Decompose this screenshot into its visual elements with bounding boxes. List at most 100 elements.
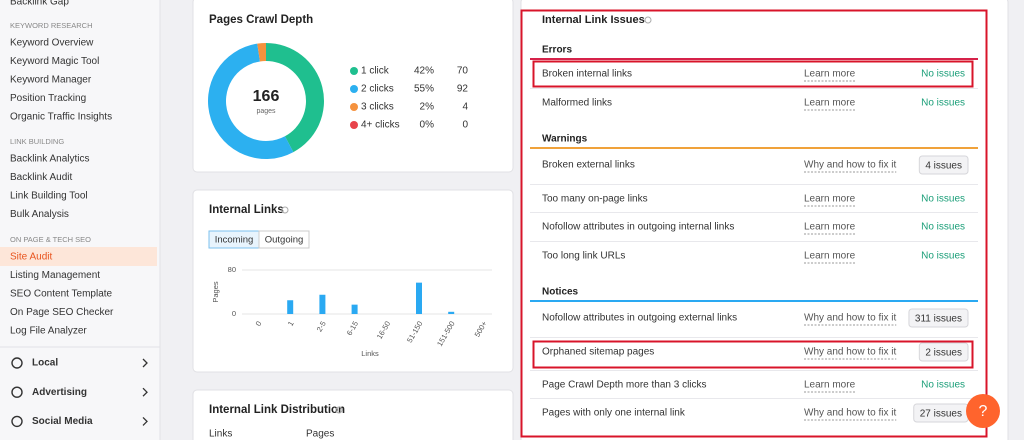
x-axis-label: Links: [361, 349, 379, 358]
legend-percent: 2%: [420, 102, 435, 113]
card: [520, 0, 1009, 440]
issue-name: Pages with only one internal link: [542, 408, 686, 419]
issue-name: Page Crawl Depth more than 3 clicks: [542, 380, 707, 391]
nav-group[interactable]: Advertising: [32, 387, 87, 398]
card-title: Internal Link Distribution: [209, 404, 345, 416]
info-icon: [644, 16, 652, 24]
issue-name: Malformed links: [542, 98, 612, 109]
x-tick-label: 0: [254, 319, 264, 327]
donut-slice: [257, 43, 266, 62]
nav-item[interactable]: Keyword Magic Tool: [10, 56, 99, 67]
group-heading: Errors: [542, 45, 572, 56]
tab-label[interactable]: Incoming: [215, 235, 254, 246]
legend-label: 2 clicks: [361, 84, 394, 95]
y-axis-label: Pages: [211, 281, 220, 303]
issue-link[interactable]: Learn more: [804, 69, 856, 80]
issue-badge[interactable]: [918, 342, 969, 362]
chevron: [142, 358, 148, 368]
nav-icon: [11, 357, 23, 369]
group-heading: Notices: [542, 287, 579, 298]
issue-status: No issues: [921, 98, 965, 109]
tab[interactable]: [258, 230, 310, 249]
nav-group[interactable]: Social Media: [32, 416, 93, 427]
nav-item[interactable]: On Page SEO Checker: [10, 307, 114, 318]
issue-status[interactable]: 2 issues: [925, 348, 962, 359]
nav-item[interactable]: Listing Management: [10, 270, 100, 281]
highlight-box: [520, 9, 988, 438]
issue-status: No issues: [921, 194, 965, 205]
sidebar: [0, 0, 160, 440]
nav-item[interactable]: Site Audit: [10, 252, 52, 263]
issue-link[interactable]: Learn more: [804, 194, 856, 205]
issue-link[interactable]: Learn more: [804, 251, 856, 262]
issue-link[interactable]: Why and how to fix it: [804, 160, 896, 171]
column-header: Pages: [306, 429, 334, 440]
issue-badge[interactable]: [908, 308, 969, 328]
issue-status: No issues: [921, 69, 965, 80]
help-button[interactable]: [966, 394, 1000, 428]
issue-status: No issues: [921, 380, 965, 391]
nav-item[interactable]: SEO Content Template: [10, 289, 113, 300]
issue-link[interactable]: Learn more: [804, 380, 856, 391]
issue-status[interactable]: 27 issues: [920, 409, 962, 420]
donut-total: 166: [253, 88, 280, 105]
card: [192, 189, 514, 373]
nav-heading: KEYWORD RESEARCH: [10, 21, 93, 30]
nav-item[interactable]: Backlink Analytics: [10, 154, 89, 165]
issue-name: Broken internal links: [542, 69, 632, 80]
nav-item[interactable]: Position Tracking: [10, 93, 86, 104]
donut-slice: [208, 43, 294, 160]
issue-link[interactable]: Learn more: [804, 98, 856, 109]
nav-item[interactable]: Organic Traffic Insights: [10, 112, 112, 123]
nav-heading: LINK BUILDING: [10, 137, 64, 146]
nav-heading: ON PAGE & TECH SEO: [10, 235, 91, 244]
info-icon: [281, 206, 289, 214]
issue-name: Orphaned sitemap pages: [542, 347, 654, 358]
issue-link[interactable]: Learn more: [804, 222, 856, 233]
issue-status[interactable]: 4 issues: [925, 161, 962, 172]
issue-name: Broken external links: [542, 160, 635, 171]
nav-item[interactable]: Log File Analyzer: [10, 326, 87, 337]
legend-count: 70: [457, 66, 469, 77]
legend-percent: 55%: [414, 84, 434, 95]
tab-label[interactable]: Outgoing: [265, 235, 304, 246]
card: [192, 389, 514, 440]
legend-count: 4: [462, 102, 468, 113]
nav-item[interactable]: Bulk Analysis: [10, 209, 69, 220]
legend-label: 3 clicks: [361, 102, 394, 113]
help-icon[interactable]: ?: [979, 403, 988, 420]
group-heading: Warnings: [542, 134, 588, 145]
bar: [287, 300, 294, 314]
bar: [351, 304, 358, 314]
legend-dot: [350, 121, 358, 129]
donut-total-label: pages: [256, 108, 276, 115]
highlight-box: [532, 60, 974, 88]
nav-item[interactable]: Keyword Overview: [10, 38, 94, 49]
legend-label: 1 click: [361, 66, 390, 77]
nav-item: Backlink Gap: [10, 0, 69, 8]
nav-item[interactable]: Link Building Tool: [10, 191, 88, 202]
legend-percent: 42%: [414, 66, 434, 77]
issue-link[interactable]: Why and how to fix it: [804, 347, 896, 358]
legend-dot: [350, 85, 358, 93]
legend-percent: 0%: [420, 120, 435, 131]
nav-group[interactable]: Local: [32, 358, 58, 369]
chevron: [142, 416, 148, 426]
legend-count: 0: [462, 120, 468, 131]
issue-link[interactable]: Why and how to fix it: [804, 408, 896, 419]
issue-name: Nofollow attributes in outgoing internal…: [542, 222, 734, 233]
nav-item[interactable]: Backlink Audit: [10, 172, 72, 183]
active-item-bg: [0, 247, 157, 266]
nav-item[interactable]: Keyword Manager: [10, 75, 92, 86]
issue-link[interactable]: Why and how to fix it: [804, 313, 896, 324]
legend-dot: [350, 103, 358, 111]
chevron: [142, 387, 148, 397]
legend-label: 4+ clicks: [361, 120, 400, 131]
card-title: Pages Crawl Depth: [209, 14, 313, 26]
issue-name: Too many on-page links: [542, 194, 648, 205]
issue-status[interactable]: 311 issues: [915, 314, 962, 325]
issue-badge[interactable]: [918, 155, 969, 175]
column-header: Links: [209, 429, 232, 440]
card-title: Internal Link Issues: [542, 14, 645, 26]
